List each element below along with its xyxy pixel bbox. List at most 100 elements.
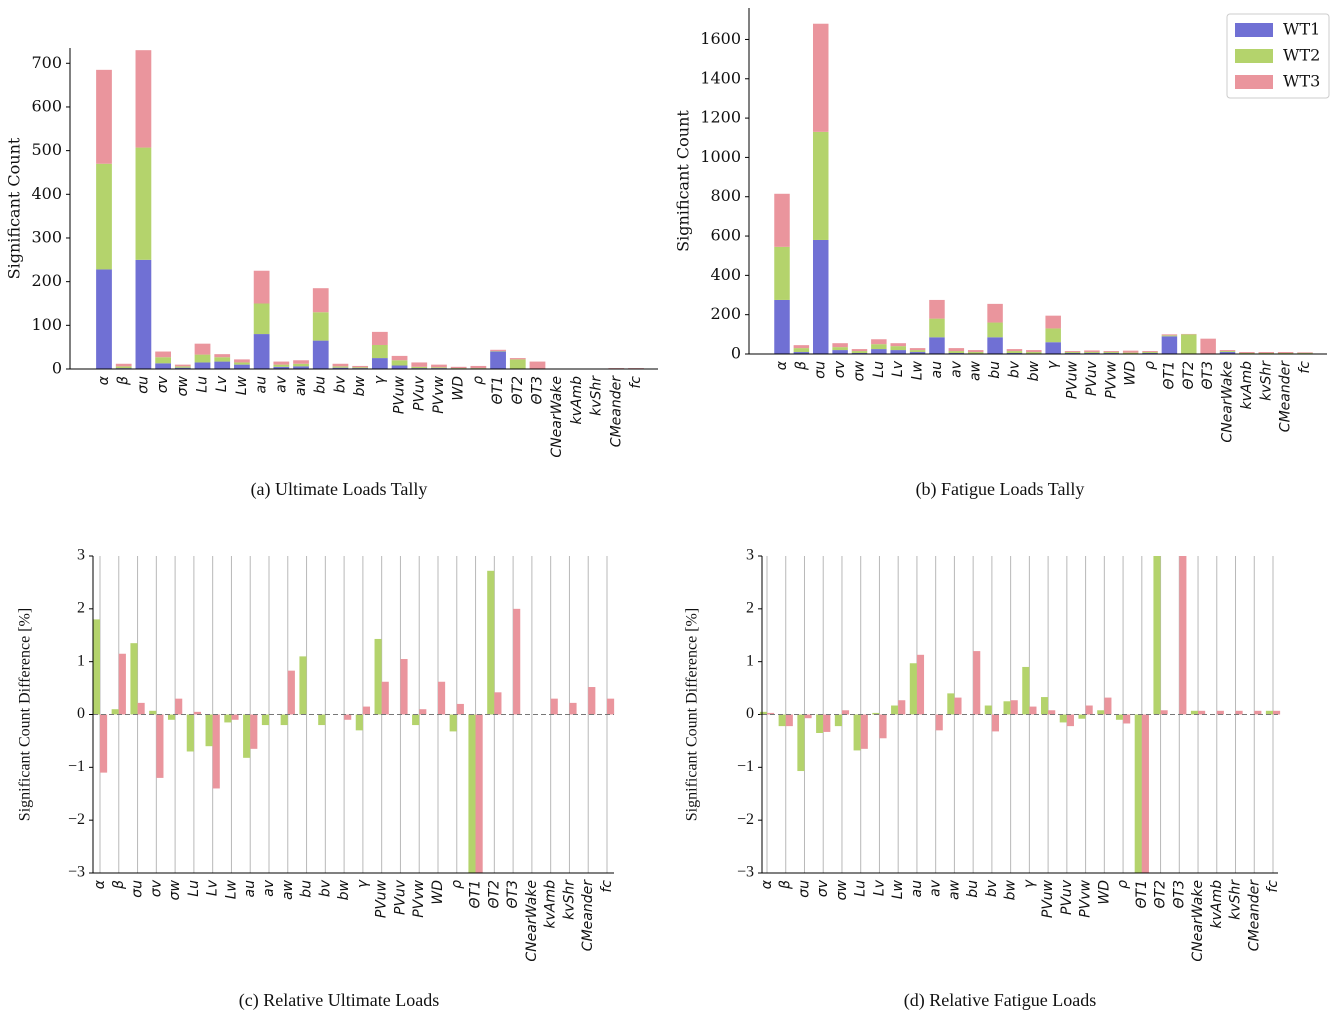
x-tick-label: av <box>928 879 944 897</box>
bar-segment <box>96 163 112 270</box>
bar-segment <box>371 331 388 345</box>
x-tick-label: σv <box>155 375 171 393</box>
bar-segment <box>987 337 1003 354</box>
x-tick-label: σw <box>851 360 867 381</box>
bar-segment <box>273 364 290 367</box>
bar <box>1097 710 1105 715</box>
bar-segment <box>332 366 349 368</box>
bar-segment <box>253 303 270 335</box>
x-tick-label: σw <box>834 879 850 900</box>
bar-segment <box>391 360 408 366</box>
x-tick-label: PVuw <box>1065 360 1081 399</box>
y-tick-label: −2 <box>68 811 85 828</box>
x-tick-label: kvAmb <box>569 376 585 425</box>
y-tick-label: −1 <box>68 758 85 775</box>
bar-segment <box>509 359 526 369</box>
x-tick-label: ρ <box>449 880 465 889</box>
bar-segment <box>1200 338 1216 354</box>
x-tick-label: bv <box>984 879 1000 897</box>
x-tick-label: kvShr <box>561 879 577 920</box>
bar <box>111 709 119 715</box>
x-tick-label: ΘT1 <box>468 880 484 908</box>
bar <box>823 714 831 732</box>
bar <box>1141 714 1149 873</box>
bar-segment <box>115 363 132 367</box>
bar <box>280 714 288 726</box>
y-tick-label: 400 <box>710 265 741 284</box>
x-tick-label: fc <box>628 376 644 389</box>
bar <box>1134 714 1142 873</box>
bar <box>1254 710 1262 715</box>
x-tick-label: bv <box>332 375 348 393</box>
y-tick-label: 800 <box>710 186 741 205</box>
bar-segment <box>194 354 211 363</box>
bar-segment <box>967 350 984 353</box>
bar <box>973 651 981 715</box>
bar-segment <box>832 350 848 354</box>
y-tick-label: 200 <box>710 304 741 323</box>
bar-segment <box>174 364 191 367</box>
bar-segment <box>832 343 848 348</box>
y-tick-label: −3 <box>68 864 85 881</box>
caption: (d) Relative Fatigue Loads <box>904 990 1096 1011</box>
bar-segment <box>1239 353 1255 354</box>
bar-segment <box>1064 351 1081 353</box>
bar-segment <box>1103 352 1120 354</box>
bar-segment <box>411 362 428 367</box>
x-tick-label: α <box>759 879 775 889</box>
bar-segment <box>1161 335 1178 337</box>
y-tick-label: 0 <box>731 344 741 363</box>
x-tick-label: σw <box>167 879 183 900</box>
bar <box>261 714 269 726</box>
bar <box>130 643 138 715</box>
y-tick-label: 2 <box>77 600 85 617</box>
x-tick-label: Lw <box>890 879 906 899</box>
bar <box>193 711 202 715</box>
caption: (a) Ultimate Loads Tally <box>251 479 428 500</box>
bar-segment <box>1219 351 1236 353</box>
bar-segment <box>1181 334 1197 354</box>
bar <box>841 710 850 715</box>
legend-label: WT3 <box>1283 72 1320 91</box>
bar-segment <box>1006 349 1023 352</box>
x-tick-label: Lu <box>186 880 202 897</box>
x-tick-label: CNearWake <box>1220 361 1236 443</box>
bar-segment <box>115 366 132 369</box>
x-tick-label: Lw <box>910 360 926 380</box>
x-tick-label: bw <box>352 375 368 396</box>
y-tick-label: 0 <box>52 359 62 378</box>
x-tick-label: CNearWake <box>549 376 565 458</box>
x-tick-label: bw <box>1026 360 1042 381</box>
y-tick-label: 3 <box>746 547 754 564</box>
bar-segment <box>490 349 506 352</box>
x-tick-label: PVuv <box>1084 360 1100 396</box>
bar-segment <box>293 366 309 369</box>
bar-segment <box>371 358 388 369</box>
x-tick-label: kvShr <box>1228 879 1244 920</box>
x-tick-label: Lu <box>195 376 211 393</box>
bar-segment <box>774 193 790 247</box>
bar-segment <box>1026 350 1042 353</box>
bar-segment <box>1258 353 1275 354</box>
bar-segment <box>871 344 887 350</box>
x-tick-label: ΘT3 <box>1200 361 1216 389</box>
x-tick-label: au <box>242 880 258 898</box>
bar-segment <box>214 354 231 358</box>
x-tick-label: WD <box>1123 361 1139 386</box>
x-tick-label: av <box>948 360 964 378</box>
bar <box>1085 705 1093 715</box>
bar-segment <box>1258 352 1275 354</box>
bar-segment <box>234 364 250 369</box>
bar-segment <box>1142 351 1158 353</box>
y-tick-label: 200 <box>31 271 62 290</box>
bar-segment <box>1045 328 1061 343</box>
bar-segment <box>948 351 965 354</box>
bar-segment <box>1103 351 1120 353</box>
x-tick-label: PVuw <box>374 879 390 918</box>
x-tick-label: bv <box>317 879 333 897</box>
x-tick-label: kvAmb <box>543 880 559 929</box>
bar <box>778 714 786 727</box>
bar <box>816 714 824 733</box>
x-tick-label: bu <box>965 880 981 898</box>
